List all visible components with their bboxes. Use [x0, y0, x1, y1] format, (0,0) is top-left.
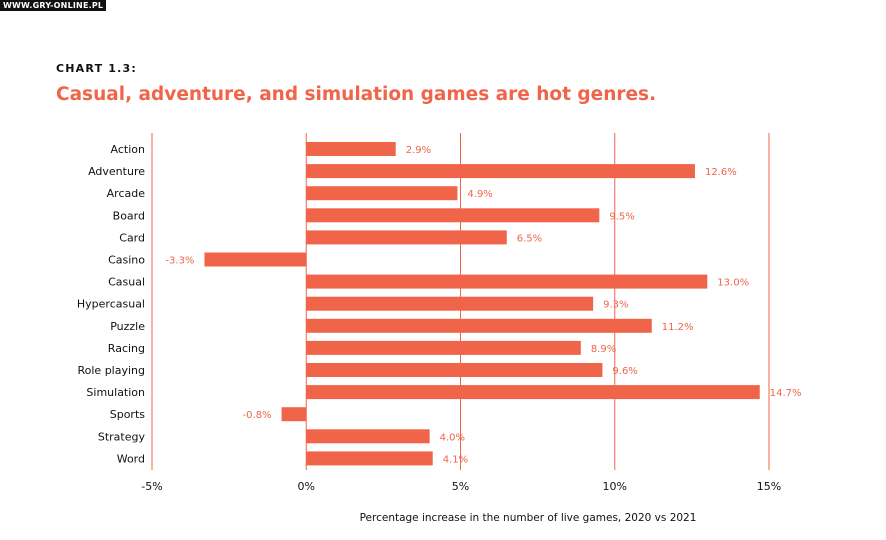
bar	[306, 186, 458, 201]
x-axis-title: Percentage increase in the number of liv…	[360, 512, 697, 524]
watermark: WWW.GRY-ONLINE.PL	[0, 0, 107, 11]
bar	[306, 164, 695, 179]
x-tick-label: 5%	[452, 480, 469, 493]
data-label: 9.5%	[609, 211, 634, 222]
category-label: Arcade	[107, 187, 146, 200]
data-label: 4.1%	[443, 454, 468, 465]
data-label: 14.7%	[770, 388, 802, 399]
data-label: 9.6%	[612, 366, 637, 377]
data-label: 2.9%	[406, 145, 431, 156]
bar	[306, 296, 594, 311]
labels: -5% 0% 5% 10% 15% Action 2.9% Adventure 12.6% Arc…	[77, 143, 802, 493]
category-label: Puzzle	[110, 320, 145, 333]
data-label: -0.8%	[243, 410, 272, 421]
bar	[306, 385, 760, 400]
data-label: -3.3%	[165, 256, 194, 267]
data-label: 4.0%	[440, 432, 465, 443]
bar	[306, 318, 652, 333]
bar	[204, 252, 307, 267]
bar	[306, 451, 433, 466]
chart-label: CHART 1.3:	[56, 62, 137, 75]
bar	[306, 274, 708, 289]
x-tick-label: 0%	[298, 480, 315, 493]
bar	[306, 230, 507, 245]
category-label: Adventure	[88, 165, 145, 178]
bar	[306, 340, 581, 355]
category-label: Racing	[108, 342, 145, 355]
x-tick-label: -5%	[141, 480, 162, 493]
bars	[204, 142, 760, 466]
data-label: 11.2%	[662, 322, 694, 333]
category-label: Hypercasual	[77, 298, 145, 311]
chart-title: Casual, adventure, and simulation games …	[56, 84, 657, 105]
data-label: 6.5%	[517, 233, 542, 244]
category-label: Casual	[108, 276, 145, 289]
category-label: Sports	[110, 408, 146, 421]
category-label: Action	[111, 143, 145, 156]
category-label: Casino	[108, 254, 145, 267]
bar	[306, 429, 430, 444]
category-label: Strategy	[98, 430, 146, 443]
x-tick-label: 10%	[603, 480, 627, 493]
data-label: 8.9%	[591, 344, 616, 355]
data-label: 9.3%	[603, 300, 628, 311]
category-label: Board	[113, 209, 145, 222]
bar	[306, 208, 600, 223]
data-label: 13.0%	[717, 278, 749, 289]
bar	[306, 363, 603, 377]
category-label: Simulation	[86, 386, 145, 399]
x-tick-label: 15%	[757, 480, 781, 493]
category-label: Card	[119, 231, 145, 244]
category-label: Word	[117, 452, 145, 465]
category-label: Role playing	[78, 364, 146, 377]
bar	[306, 142, 396, 156]
data-label: 12.6%	[705, 167, 737, 178]
data-label: 4.9%	[467, 189, 492, 200]
bar	[281, 407, 307, 422]
